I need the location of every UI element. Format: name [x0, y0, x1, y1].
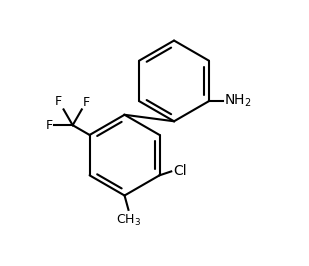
- Text: Cl: Cl: [173, 164, 187, 178]
- Text: CH$_3$: CH$_3$: [116, 213, 141, 227]
- Text: F: F: [46, 119, 53, 132]
- Text: F: F: [83, 95, 90, 109]
- Text: NH$_2$: NH$_2$: [224, 93, 252, 109]
- Text: F: F: [55, 95, 62, 108]
